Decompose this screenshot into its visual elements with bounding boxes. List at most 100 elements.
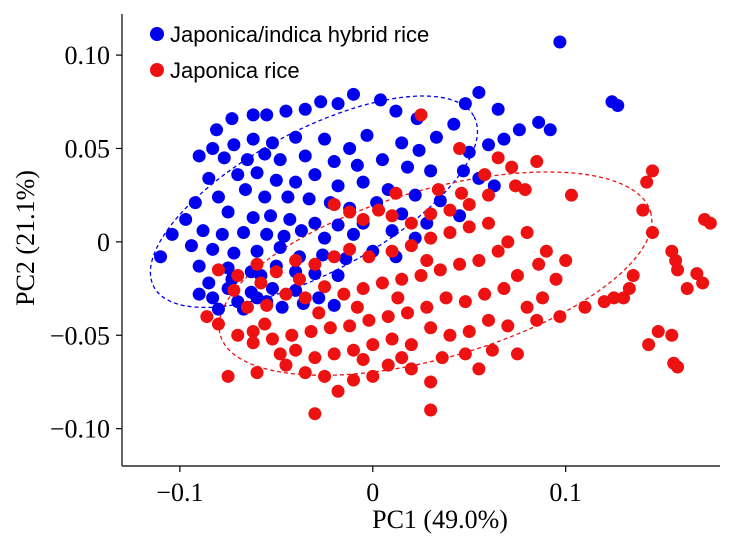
data-point — [391, 291, 405, 305]
data-point — [404, 239, 418, 253]
data-point — [346, 87, 360, 101]
data-point — [327, 298, 341, 312]
data-point — [265, 136, 279, 150]
data-point — [350, 158, 364, 172]
data-point — [510, 347, 524, 361]
data-point — [642, 338, 656, 352]
data-point — [196, 224, 210, 238]
data-point — [269, 173, 283, 187]
data-point — [346, 227, 360, 241]
data-point — [302, 192, 316, 206]
data-point — [258, 317, 272, 331]
data-point — [265, 332, 279, 346]
data-point — [453, 141, 467, 155]
data-point — [165, 227, 179, 241]
data-point — [231, 268, 245, 282]
data-point — [372, 203, 386, 217]
data-point — [273, 240, 287, 254]
data-point — [375, 276, 389, 290]
data-point — [221, 205, 235, 219]
data-point — [308, 267, 322, 281]
data-point — [211, 302, 225, 316]
data-point — [404, 216, 418, 230]
data-point — [414, 268, 428, 282]
y-tick-label: 0.10 — [65, 41, 111, 70]
data-point — [275, 300, 289, 314]
data-point — [258, 190, 272, 204]
data-point — [651, 325, 665, 339]
legend-label-hybrid: Japonica/indica hybrid rice — [170, 22, 429, 47]
data-point — [246, 336, 260, 350]
data-point — [200, 310, 214, 324]
data-point — [192, 259, 206, 273]
data-point — [211, 263, 225, 277]
data-point — [277, 229, 291, 243]
data-point — [231, 328, 245, 342]
data-point — [424, 403, 438, 417]
data-point — [225, 112, 239, 126]
data-point — [238, 183, 252, 197]
data-point — [456, 164, 470, 178]
data-point — [250, 244, 264, 258]
data-point — [539, 244, 553, 258]
data-point — [360, 128, 374, 142]
data-point — [389, 186, 403, 200]
data-point — [518, 183, 532, 197]
data-point — [240, 300, 254, 314]
data-point — [636, 203, 650, 217]
y-tick-label: 0 — [97, 228, 110, 257]
data-point — [564, 188, 578, 202]
data-point — [250, 257, 264, 271]
data-point — [327, 155, 341, 169]
data-point — [443, 203, 457, 217]
data-point — [343, 242, 357, 256]
data-point — [626, 268, 640, 282]
data-point — [458, 347, 472, 361]
data-point — [308, 216, 322, 230]
data-point — [487, 179, 501, 193]
data-point — [308, 257, 322, 271]
data-point — [482, 313, 496, 327]
data-point — [597, 295, 611, 309]
data-point — [408, 188, 422, 202]
data-point — [289, 175, 303, 189]
data-point — [206, 291, 220, 305]
data-point — [373, 93, 387, 107]
data-point — [482, 216, 496, 230]
data-point — [331, 384, 345, 398]
data-point — [318, 280, 332, 294]
data-point — [269, 265, 283, 279]
data-point — [327, 198, 341, 212]
data-point — [273, 153, 287, 167]
data-point — [389, 104, 403, 118]
data-point — [323, 321, 337, 335]
data-point — [283, 212, 297, 226]
data-point — [375, 153, 389, 167]
data-point — [617, 291, 631, 305]
data-point — [260, 227, 274, 241]
data-point — [246, 211, 260, 225]
data-point — [530, 155, 544, 169]
data-point — [414, 108, 428, 122]
data-point — [404, 362, 418, 376]
data-point — [227, 138, 241, 152]
data-point — [312, 291, 326, 305]
data-point — [645, 226, 659, 240]
data-point — [497, 132, 511, 146]
data-point — [385, 224, 399, 238]
data-point — [458, 97, 472, 111]
data-point — [285, 328, 299, 342]
data-point — [400, 306, 414, 320]
data-point — [343, 205, 357, 219]
data-point — [453, 257, 467, 271]
data-point — [154, 250, 168, 264]
data-point — [308, 351, 322, 365]
data-point — [395, 136, 409, 150]
data-point — [206, 141, 220, 155]
x-tick-label: −0.1 — [156, 478, 203, 507]
data-point — [331, 179, 345, 193]
x-axis-ticks: −0.1 0 0.1 — [156, 466, 582, 507]
confidence-ellipses — [149, 95, 653, 376]
data-point — [260, 108, 274, 122]
